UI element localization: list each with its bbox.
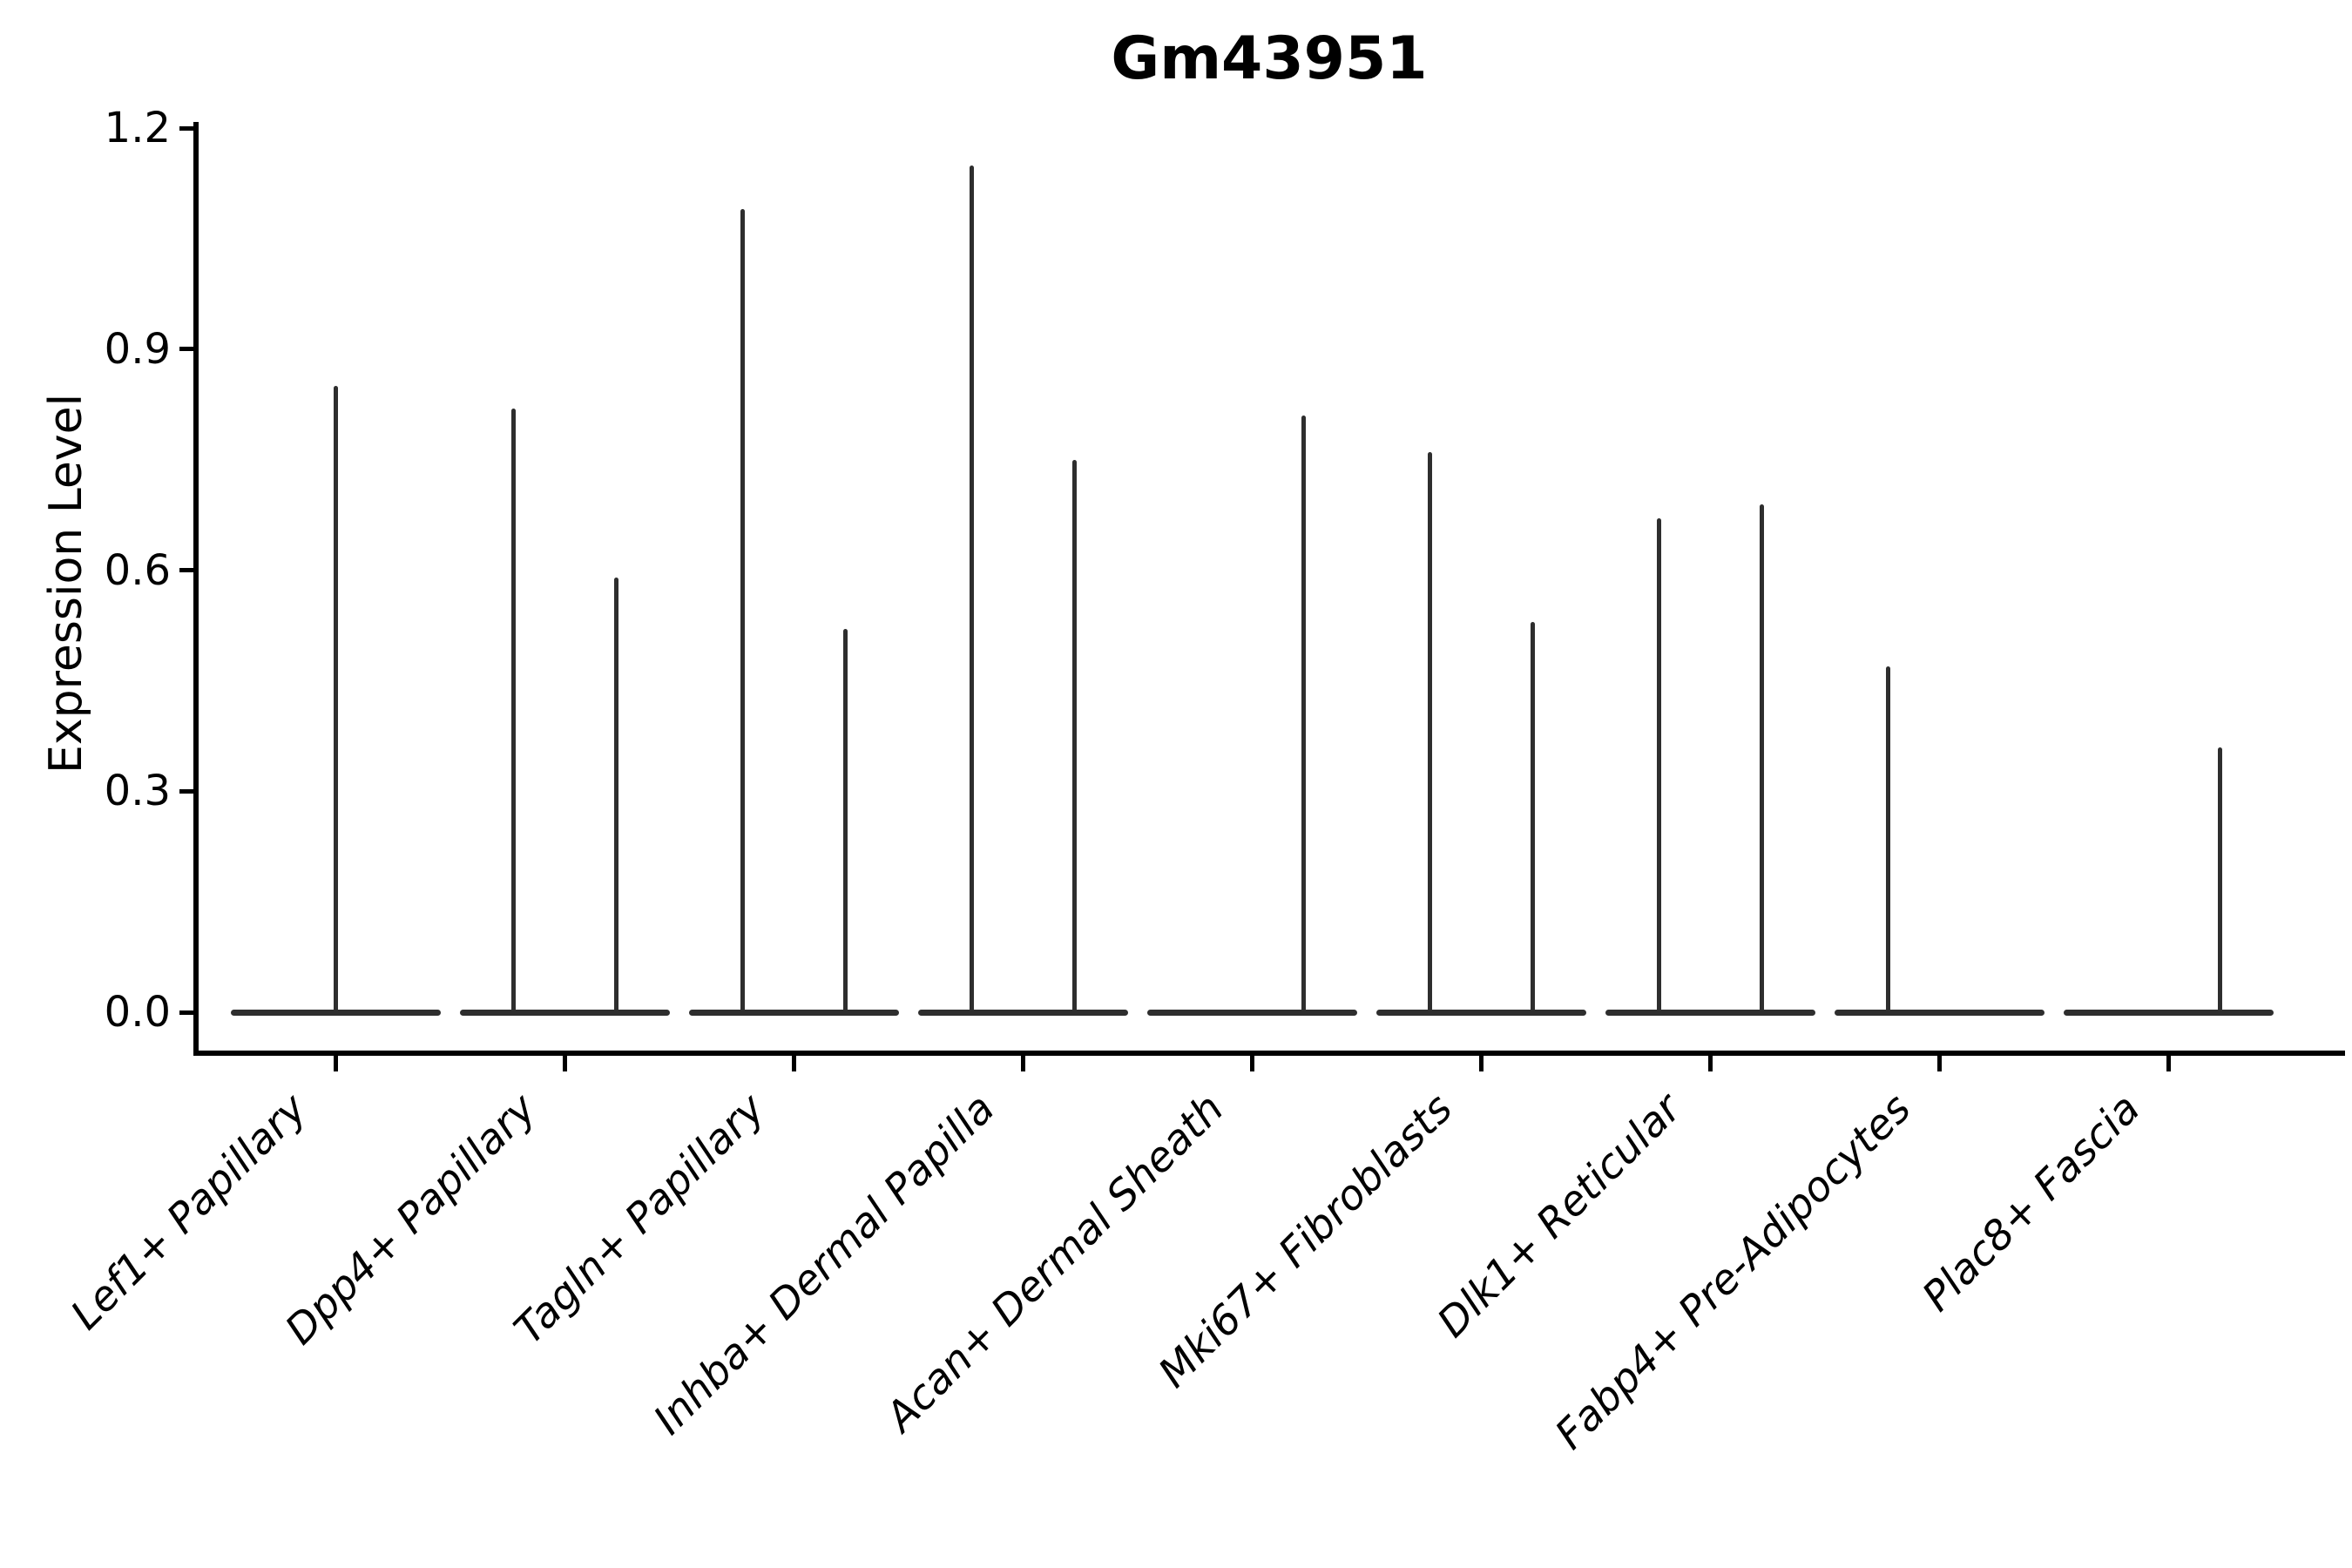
x-tick-label: Plac8+ Fascia	[1913, 1085, 2150, 1321]
violin-base	[1146, 1009, 1357, 1016]
y-tick-label: 0.6	[104, 545, 171, 595]
x-tick-mark	[1478, 1056, 1484, 1071]
violin-spike	[613, 578, 618, 1016]
x-tick-mark	[562, 1056, 567, 1071]
plot-title: Gm43951	[1111, 24, 1428, 93]
x-tick-label: Lef1+ Papillary	[62, 1085, 317, 1340]
y-tick-mark	[179, 788, 193, 794]
violin-spike	[1301, 416, 1306, 1016]
violin-spike	[1759, 504, 1764, 1016]
y-tick-label: 1.2	[104, 104, 171, 153]
violin-spike	[1071, 459, 1077, 1016]
violin-spike	[740, 209, 745, 1016]
violin-spike	[333, 386, 338, 1016]
violin-spike	[969, 165, 974, 1016]
y-tick-label: 0.0	[104, 988, 171, 1037]
violin-spike	[842, 629, 848, 1016]
x-tick-mark	[1936, 1056, 1942, 1071]
x-tick-mark	[1249, 1056, 1254, 1071]
y-axis-line	[193, 122, 199, 1056]
y-tick-mark	[179, 125, 193, 131]
violin-base	[1605, 1009, 1815, 1016]
x-tick-mark	[1020, 1056, 1025, 1071]
x-tick-mark	[791, 1056, 796, 1071]
violin-spike	[1530, 621, 1535, 1016]
y-tick-mark	[179, 347, 193, 352]
x-tick-mark	[333, 1056, 338, 1071]
violin-base	[459, 1009, 670, 1016]
x-tick-label: Dlk1+ Reticular	[1429, 1085, 1692, 1348]
y-tick-label: 0.3	[104, 767, 171, 816]
x-tick-label: Tagln+ Papillary	[505, 1085, 775, 1354]
violin-spike	[1656, 518, 1661, 1016]
violin-base	[2063, 1009, 2274, 1016]
y-tick-label: 0.9	[104, 324, 171, 374]
x-tick-label: Dpp4+ Papillary	[275, 1085, 546, 1355]
violin-spike	[510, 408, 516, 1016]
violin-spike	[1427, 452, 1432, 1016]
violin-base	[1375, 1009, 1586, 1016]
x-tick-mark	[2166, 1056, 2171, 1071]
y-tick-mark	[179, 568, 193, 573]
x-axis-line	[193, 1051, 2345, 1056]
violin-base	[688, 1009, 899, 1016]
violin-base	[917, 1009, 1128, 1016]
x-tick-mark	[1707, 1056, 1713, 1071]
violin-spike	[2217, 747, 2222, 1016]
violin-spike	[1885, 666, 1890, 1016]
y-tick-mark	[179, 1010, 193, 1015]
violin-base	[1834, 1009, 2044, 1016]
